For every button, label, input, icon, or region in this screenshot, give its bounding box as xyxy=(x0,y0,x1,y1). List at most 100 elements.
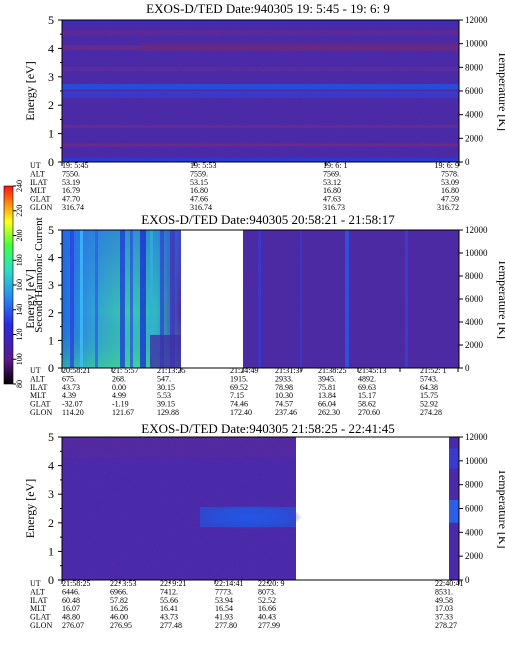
y-axis-label: Energy [eV] xyxy=(23,61,37,120)
cell-glon: 316.74 xyxy=(62,203,84,212)
cell-glon: 316.73 xyxy=(323,203,345,212)
cell-glon: 274.28 xyxy=(420,408,442,417)
colorbar-tick-label: 200 xyxy=(15,230,24,242)
cell-glat: 48.80 xyxy=(62,613,80,622)
cell-ilat: 75.81 xyxy=(318,383,336,392)
y-tick-label: 4 xyxy=(48,41,54,55)
cell-alt: 7550. xyxy=(62,169,80,178)
cell-alt: 7773. xyxy=(215,587,233,596)
cell-ilat: 57.82 xyxy=(110,596,128,605)
y-tick-label: 5 xyxy=(48,13,54,27)
y2-tick-label: 2000 xyxy=(465,551,484,561)
cell-mlt: 16.41 xyxy=(160,604,178,613)
cell-mlt: 4.39 xyxy=(62,391,76,400)
row-label-glon: GLON xyxy=(30,408,52,417)
row-label-glat: GLAT xyxy=(30,613,51,622)
orbit-info-table: UT 20:58:21 21: 5:57 21:13:25 21:24:49 21:31:… xyxy=(30,366,446,417)
colorbar-gradient xyxy=(3,185,14,385)
cell-mlt: 16.79 xyxy=(62,186,80,195)
cell-glat: 66.04 xyxy=(318,400,336,409)
y-axis-label: Energy [eV] xyxy=(23,269,37,328)
cell-ilat: 49.58 xyxy=(435,596,453,605)
cell-glon: 172.40 xyxy=(230,408,252,417)
colorbar-tick-label: 180 xyxy=(15,254,24,266)
cell-alt: 6446. xyxy=(62,587,80,596)
colorbar-tick-label: 220 xyxy=(15,205,24,217)
cell-glat: 47.70 xyxy=(62,195,80,204)
row-label-ilat: ILAT xyxy=(30,383,47,392)
cell-mlt: 4.99 xyxy=(112,391,126,400)
cell-ilat: 53.15 xyxy=(190,178,208,187)
cell-alt: 7569. xyxy=(323,169,341,178)
cell-ilat: 78.98 xyxy=(275,383,293,392)
y2-tick-label: 6000 xyxy=(465,294,484,304)
cell-alt: 2933. xyxy=(275,374,293,383)
heatmap-body xyxy=(62,230,459,368)
cell-mlt: 10.30 xyxy=(275,391,293,400)
y-tick-label: 1 xyxy=(48,127,54,141)
y2-tick-label: 4000 xyxy=(465,317,484,327)
cell-glon: 277.80 xyxy=(215,621,237,630)
y2-tick-label: 10000 xyxy=(465,456,488,466)
cell-glat: -1.19 xyxy=(112,400,129,409)
y2-tick-label: 6000 xyxy=(465,504,484,514)
spectrogram-panel-1: EXOS-D/TED Date:940305 19: 5:45 - 19: 6:… xyxy=(23,1,505,212)
cell-ut: 21:24:49 xyxy=(230,366,258,375)
cell-ilat: 64.38 xyxy=(420,383,438,392)
spectrogram-panel-2: EXOS-D/TED Date:940305 20:58:21 - 21:58:… xyxy=(23,212,505,417)
cell-mlt: 16.66 xyxy=(258,604,276,613)
cell-ilat: 69.63 xyxy=(358,383,376,392)
heatmap-body xyxy=(62,20,459,162)
orbit-info-table: UT 21:58:25 22: 3:53 22: 9:21 22:14:41 22:20:… xyxy=(30,579,463,630)
y-tick-label: 0 xyxy=(48,361,54,375)
cell-alt: 3945. xyxy=(318,374,336,383)
cell-ut: 22:20: 9 xyxy=(258,579,284,588)
cell-alt: 4892. xyxy=(358,374,376,383)
row-label-ilat: ILAT xyxy=(30,596,47,605)
cell-ut: 21:38:25 xyxy=(318,366,346,375)
colorbar-label: Second Harmonic Current xyxy=(33,217,45,332)
cell-ut: 19: 5:53 xyxy=(190,161,216,170)
cell-ut: 19: 6: 1 xyxy=(323,161,347,170)
cell-alt: 675. xyxy=(62,374,76,383)
row-label-glat: GLAT xyxy=(30,195,51,204)
colorbar-tick-label: 120 xyxy=(15,329,24,341)
row-label-glon: GLON xyxy=(30,621,52,630)
cell-glat: 74.57 xyxy=(275,400,293,409)
cell-glat: 74.46 xyxy=(230,400,248,409)
row-label-alt: ALT xyxy=(30,374,45,383)
cell-glat: 47.66 xyxy=(190,195,208,204)
y2-tick-label: 8000 xyxy=(465,271,484,281)
y2-tick-label: 2000 xyxy=(465,133,484,143)
y2-tick-label: 2000 xyxy=(465,340,484,350)
cell-glon: 237.46 xyxy=(275,408,297,417)
y2-axis-label: Temperature [K] xyxy=(496,51,505,131)
y2-tick-label: 12000 xyxy=(465,225,488,235)
y2-axis-label: Temperature [K] xyxy=(496,468,505,548)
cell-ilat: 53.94 xyxy=(215,596,233,605)
row-label-alt: ALT xyxy=(30,169,45,178)
colorbar-tick-label: 140 xyxy=(15,304,24,316)
y-tick-label: 0 xyxy=(48,573,54,587)
cell-mlt: 13.84 xyxy=(318,391,336,400)
cell-glon: 276.07 xyxy=(62,621,84,630)
cell-ut: 19: 6: 9 xyxy=(435,161,459,170)
cell-mlt: 16.80 xyxy=(441,186,459,195)
cell-alt: 7559. xyxy=(190,169,208,178)
cell-alt: 8531. xyxy=(435,587,453,596)
cell-glat: 40.43 xyxy=(258,613,276,622)
cell-ut: 19: 5:45 xyxy=(62,161,88,170)
y-tick-label: 4 xyxy=(48,459,54,473)
y-tick-label: 3 xyxy=(48,278,54,292)
cell-ilat: 43.73 xyxy=(62,383,80,392)
cell-glat: 43.73 xyxy=(160,613,178,622)
y-tick-label: 3 xyxy=(48,70,54,84)
chart-title: EXOS-D/TED Date:940305 20:58:21 - 21:58:… xyxy=(141,212,395,227)
cell-ut: 22:40:41 xyxy=(435,579,463,588)
cell-mlt: 16.80 xyxy=(323,186,341,195)
cell-mlt: 15.17 xyxy=(358,391,376,400)
cell-ilat: 53.19 xyxy=(62,178,80,187)
cell-glat: 46.00 xyxy=(110,613,128,622)
y2-tick-label: 10000 xyxy=(465,39,488,49)
cell-glat: 58.62 xyxy=(358,400,376,409)
